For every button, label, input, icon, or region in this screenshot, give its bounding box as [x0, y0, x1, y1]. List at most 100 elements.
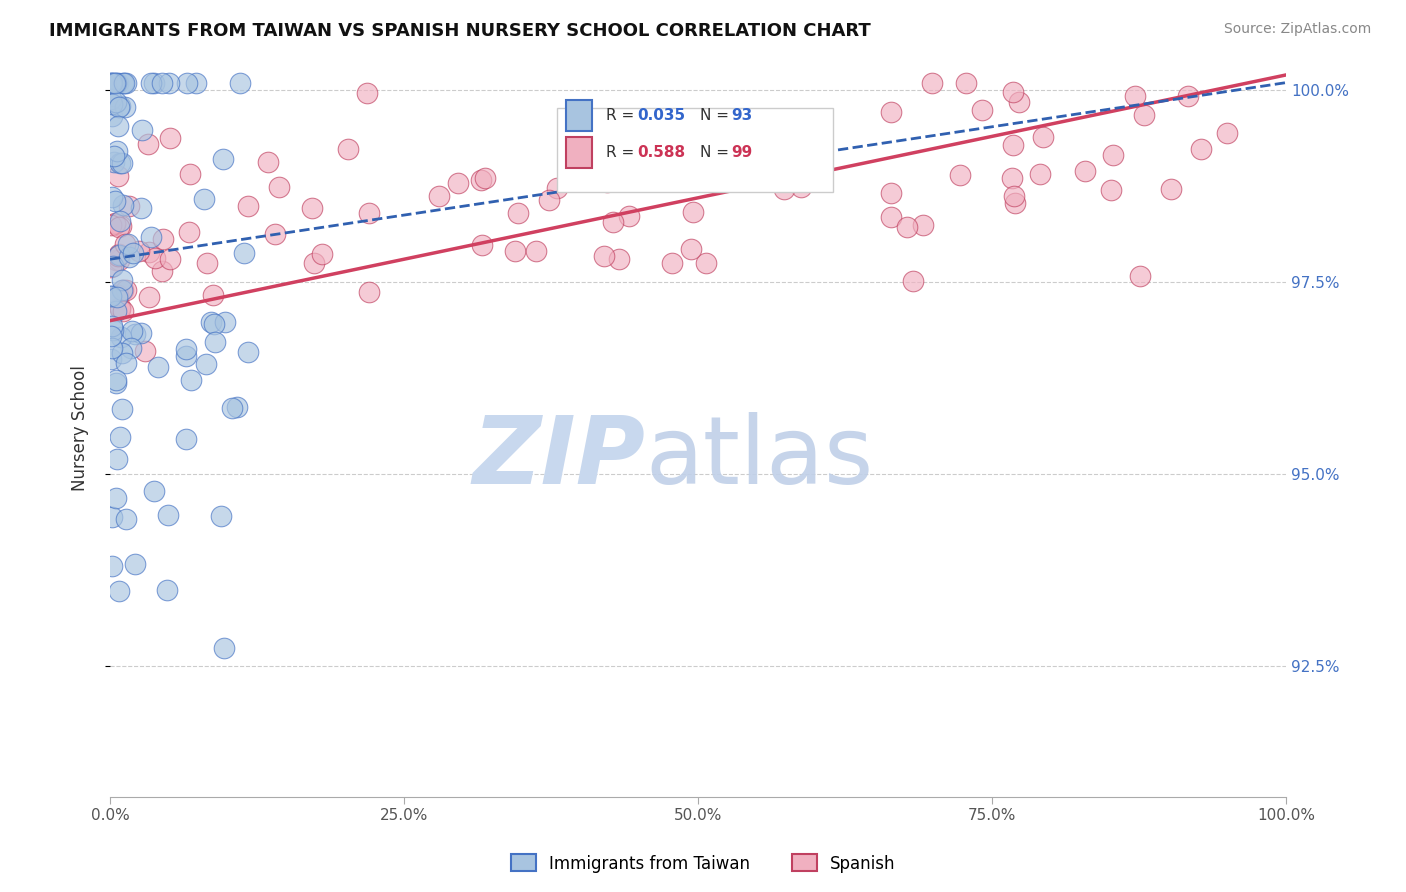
Point [142, 483, 165, 498]
Point [100, 260, 122, 275]
Point [152, 232, 174, 246]
Point [112, 76, 135, 90]
Point [110, 219, 132, 233]
Point [1002, 189, 1025, 203]
Point [111, 273, 134, 287]
Point [896, 219, 918, 234]
Point [356, 86, 378, 100]
Text: atlas: atlas [645, 411, 873, 504]
Point [112, 198, 135, 212]
Point [100, 76, 122, 90]
Point [955, 76, 977, 90]
Point [311, 246, 333, 260]
Point [538, 193, 561, 207]
Point [1133, 107, 1156, 121]
Point [103, 76, 125, 90]
Point [176, 342, 198, 356]
Point [101, 323, 124, 337]
Point [101, 558, 124, 573]
Point [1029, 167, 1052, 181]
Point [796, 169, 818, 184]
Point [578, 128, 600, 143]
Point [111, 284, 134, 298]
Point [236, 199, 259, 213]
Point [101, 109, 124, 123]
Point [107, 288, 129, 302]
Point [617, 209, 640, 223]
Point [107, 248, 129, 262]
Point [1008, 95, 1031, 109]
Text: R =: R = [606, 108, 640, 123]
Point [1129, 269, 1152, 284]
Point [100, 328, 122, 343]
Point [114, 512, 136, 526]
Point [138, 244, 160, 259]
Point [1177, 89, 1199, 103]
Point [148, 360, 170, 375]
Point [139, 76, 162, 90]
Point [524, 244, 547, 259]
Point [911, 218, 934, 232]
Point [209, 509, 232, 524]
Point [115, 283, 138, 297]
Point [118, 250, 141, 264]
Point [100, 289, 122, 303]
Point [427, 189, 450, 203]
Point [661, 255, 683, 269]
Point [593, 157, 616, 171]
Point [107, 169, 129, 183]
Point [108, 214, 131, 228]
Point [107, 120, 129, 134]
Point [695, 256, 717, 270]
Point [204, 334, 226, 349]
Point [111, 402, 134, 417]
Point [903, 274, 925, 288]
Text: Source: ZipAtlas.com: Source: ZipAtlas.com [1223, 22, 1371, 37]
Point [138, 290, 160, 304]
Point [111, 156, 134, 170]
Point [602, 215, 624, 229]
Point [143, 76, 166, 90]
Point [1102, 148, 1125, 162]
Text: N =: N = [700, 145, 734, 160]
Point [177, 225, 200, 239]
Point [104, 217, 127, 231]
Point [139, 230, 162, 244]
Point [159, 130, 181, 145]
Point [1032, 130, 1054, 145]
Point [107, 76, 129, 90]
Point [150, 264, 173, 278]
Point [790, 179, 813, 194]
Point [302, 256, 325, 270]
Point [100, 289, 122, 303]
Point [150, 76, 173, 90]
Point [880, 186, 903, 200]
Point [474, 170, 496, 185]
Point [595, 175, 617, 189]
Point [229, 76, 252, 90]
Point [108, 430, 131, 444]
Point [561, 128, 583, 143]
Point [103, 76, 125, 90]
FancyBboxPatch shape [557, 108, 834, 193]
Point [110, 330, 132, 344]
Point [103, 216, 125, 230]
Legend: Immigrants from Taiwan, Spanish: Immigrants from Taiwan, Spanish [503, 847, 903, 880]
Point [105, 290, 128, 304]
Point [128, 244, 150, 258]
Point [108, 156, 131, 170]
Text: 99: 99 [731, 145, 752, 160]
Point [657, 143, 679, 157]
Point [100, 76, 122, 90]
Point [200, 315, 222, 329]
Point [105, 452, 128, 467]
Point [100, 190, 122, 204]
Point [470, 172, 492, 186]
Point [108, 219, 131, 234]
Text: IMMIGRANTS FROM TAIWAN VS SPANISH NURSERY SCHOOL CORRELATION CHART: IMMIGRANTS FROM TAIWAN VS SPANISH NURSER… [49, 22, 870, 40]
Text: 93: 93 [731, 108, 752, 123]
Point [1189, 142, 1212, 156]
Point [105, 76, 128, 90]
Point [202, 317, 225, 331]
Point [114, 100, 136, 114]
